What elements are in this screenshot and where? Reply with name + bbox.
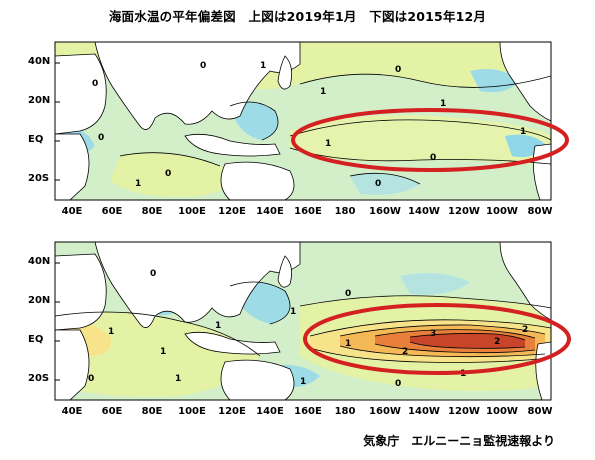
lon-label: 120E: [218, 406, 246, 417]
contour-label: 1: [325, 139, 331, 149]
lon-label: 80W: [527, 406, 553, 417]
warm-zone-indian: [110, 152, 232, 197]
contour-label-group: 0 0 1 1 0 0 1 0 1 0 0 1 1: [92, 61, 526, 189]
lon-label: 120W: [448, 406, 480, 417]
highlight-ellipse: [303, 303, 571, 375]
contour-label: 0: [345, 289, 351, 299]
lon-label: 140W: [408, 206, 440, 217]
land-japan: [277, 55, 293, 90]
contour-label-group: 0 1 1 1 0 1 1 0 1 3 2 2 2 1 0 1: [88, 269, 528, 389]
contour-label: 1: [160, 347, 166, 357]
contour-label: 0: [430, 153, 436, 163]
lon-label: 80W: [527, 206, 553, 217]
contour-label: 1: [175, 374, 181, 384]
land-africa-arabia: [55, 253, 107, 331]
land-indonesia: [184, 133, 281, 157]
cool-patch-north-pacific: [400, 273, 470, 295]
contour-label: 0: [92, 79, 98, 89]
lon-label: 100W: [486, 406, 518, 417]
lat-label-20n: 20N: [28, 295, 51, 306]
contour-label: 0: [150, 269, 156, 279]
sst-anomaly-map-bottom: 0 1 1 1 0 1 1 0 1 3 2 2 2 1 0 1: [54, 241, 571, 401]
land-australia: [220, 359, 295, 400]
warm-zone-equator: [290, 114, 551, 166]
lon-label: 60E: [101, 206, 123, 217]
lon-label: 140E: [256, 206, 284, 217]
lon-label: 120E: [218, 206, 246, 217]
contour-label: 2: [494, 337, 500, 347]
lat-label-eq: EQ: [28, 134, 44, 145]
lon-label: 60E: [101, 406, 123, 417]
lat-label-40n: 40N: [28, 56, 51, 67]
map-2019-january: 0 0 1 1 0 0 1 0 1 0 0 1 1 40N 20N: [0, 36, 595, 226]
cool-patch-north-pacific: [470, 68, 520, 93]
lon-label: 100W: [486, 206, 518, 217]
contour-label: 0: [375, 179, 381, 189]
lon-label: 100E: [178, 406, 206, 417]
lat-label-eq: EQ: [28, 334, 44, 345]
land-north-america: [499, 242, 551, 321]
lon-label: 140W: [408, 406, 440, 417]
lon-label: 160E: [294, 206, 322, 217]
lon-label: 80E: [141, 406, 163, 417]
contour-label: 1: [135, 179, 141, 189]
land-asia: [94, 42, 301, 130]
source-credit: 気象庁 エルニーニョ監視速報より: [363, 434, 555, 448]
lon-label: 80E: [141, 206, 163, 217]
contour-label: 1: [320, 87, 326, 97]
contour-label: 1: [520, 127, 526, 137]
highlight-ellipse: [291, 108, 569, 172]
axis-ticks: [55, 262, 60, 381]
map-frame: [54, 41, 552, 201]
lat-label-20n: 20N: [28, 95, 51, 106]
contour-label: 0: [88, 374, 94, 384]
land-africa-south: [55, 133, 90, 200]
contour-label: 1: [290, 307, 296, 317]
lon-label: 180: [334, 406, 356, 417]
land-africa-south: [55, 329, 90, 400]
cool-patch-south-pacific: [350, 173, 420, 195]
figure-title: 海面水温の平年偏差図 上図は2019年1月 下図は2015年12月: [108, 9, 487, 24]
contour-lines: [55, 281, 551, 363]
map-2015-december: 0 1 1 1 0 1 1 0 1 3 2 2 2 1 0 1: [0, 236, 595, 424]
contour-label: 1: [260, 61, 266, 71]
lat-label-20s: 20S: [28, 373, 50, 384]
land-indonesia: [184, 331, 281, 355]
land-japan: [277, 255, 293, 288]
lon-label: 180: [334, 206, 356, 217]
contour-label: 0: [98, 133, 104, 143]
contour-label: 1: [345, 339, 351, 349]
lon-label: 160W: [369, 206, 401, 217]
land-north-america: [499, 42, 551, 122]
land-africa-arabia: [55, 53, 107, 135]
lon-label: 160E: [294, 406, 322, 417]
axis-ticks: [55, 62, 60, 181]
contour-label: 0: [165, 169, 171, 179]
lon-label: 100E: [178, 206, 206, 217]
lat-label-40n: 40N: [28, 256, 51, 267]
contour-label: 0: [395, 379, 401, 389]
contour-label: 0: [395, 65, 401, 75]
contour-lines: [119, 73, 551, 185]
el-nino-plus4: [410, 333, 525, 349]
lon-label: 140E: [256, 406, 284, 417]
lat-label-20s: 20S: [28, 173, 50, 184]
lon-label: 40E: [61, 406, 83, 417]
lon-label: 120W: [448, 206, 480, 217]
lon-label: 160W: [369, 406, 401, 417]
sst-anomaly-map-top: 0 0 1 1 0 0 1 0 1 0 0 1 1: [54, 41, 569, 201]
contour-label: 1: [300, 377, 306, 387]
contour-label: 1: [108, 327, 114, 337]
contour-label: 2: [522, 325, 528, 335]
contour-label: 1: [440, 99, 446, 109]
land-australia: [220, 161, 295, 200]
contour-label: 3: [430, 329, 436, 339]
contour-label: 2: [402, 347, 408, 357]
lon-label: 40E: [61, 206, 83, 217]
contour-label: 0: [200, 61, 206, 71]
contour-label: 1: [215, 321, 221, 331]
